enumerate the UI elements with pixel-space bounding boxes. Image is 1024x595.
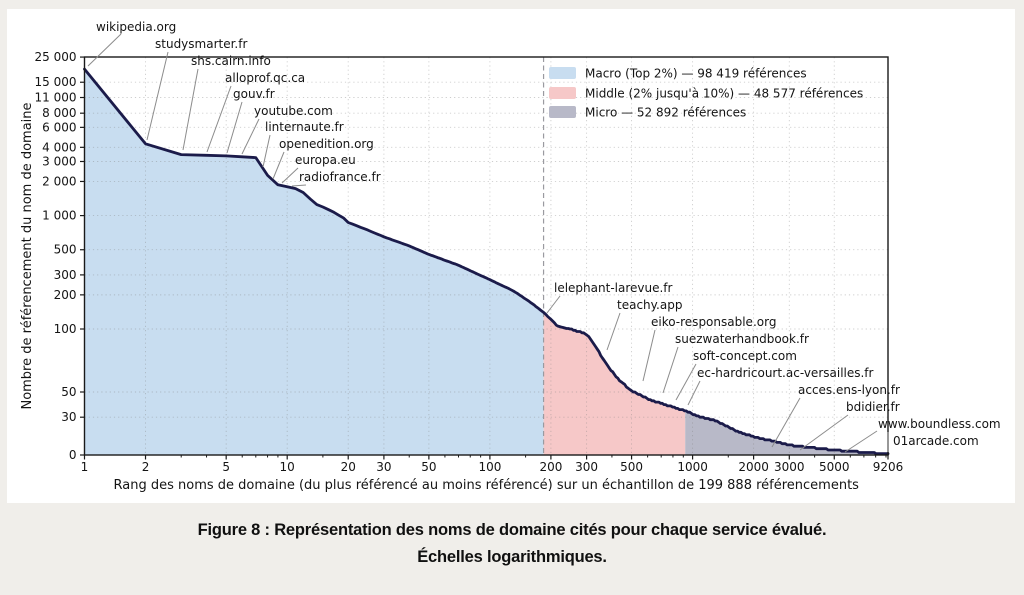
annotation-leader xyxy=(546,295,561,314)
annotation-leader xyxy=(226,101,243,154)
legend-swatch xyxy=(549,67,576,79)
x-tick-label: 500 xyxy=(620,460,643,474)
annotation-leader xyxy=(206,85,232,153)
annotation-label: www.boundless.com xyxy=(878,417,1001,431)
annotation-label: studysmarter.fr xyxy=(155,37,247,51)
annotation-label: youtube.com xyxy=(254,104,333,118)
annotation-label: acces.ens-lyon.fr xyxy=(798,383,900,397)
annotation-label: gouv.fr xyxy=(233,87,275,101)
annotation-leader xyxy=(662,346,679,394)
legend-swatch xyxy=(549,106,576,118)
annotation-label: 01arcade.com xyxy=(893,434,979,448)
y-axis-title: Nombre de référencement du nom de domain… xyxy=(20,102,35,409)
x-tick-label: 1000 xyxy=(677,460,708,474)
annotation-leader xyxy=(262,134,271,168)
annotation-leader xyxy=(182,68,199,151)
legend-label: Middle (2% jusqu'à 10%) — 48 577 référen… xyxy=(585,87,863,101)
x-tick-label: 1 xyxy=(81,460,89,474)
annotation-label: alloprof.qc.ca xyxy=(225,71,305,85)
y-tick-label: 1 000 xyxy=(42,209,76,223)
region-micro xyxy=(685,410,888,455)
legend-swatch xyxy=(549,87,576,99)
annotation-label: shs.cairn.info xyxy=(191,54,271,68)
annotation-label: eiko-responsable.org xyxy=(651,315,776,329)
annotation-leader xyxy=(241,118,260,155)
x-tick-label: 5 xyxy=(222,460,230,474)
y-tick-label: 100 xyxy=(54,322,77,336)
y-tick-label: 200 xyxy=(54,288,77,302)
annotation-leader xyxy=(771,397,801,448)
x-tick-label: 200 xyxy=(539,460,562,474)
x-tick-label: 50 xyxy=(421,460,436,474)
y-tick-label: 30 xyxy=(61,410,76,424)
annotation-label: radiofrance.fr xyxy=(299,170,381,184)
annotation-leader xyxy=(844,430,878,453)
annotation-leader xyxy=(642,329,656,382)
y-tick-label: 4 000 xyxy=(42,140,76,154)
caption-line-2: Échelles logarithmiques. xyxy=(417,548,607,566)
annotation-leader xyxy=(272,151,285,180)
x-tick-label: 2000 xyxy=(738,460,769,474)
y-tick-label: 2 000 xyxy=(42,174,76,188)
y-tick-label: 6 000 xyxy=(42,120,76,134)
y-tick-label: 50 xyxy=(61,385,76,399)
x-tick-label: 100 xyxy=(478,460,501,474)
region-middle xyxy=(543,312,686,455)
annotation-label: teachy.app xyxy=(617,298,682,312)
x-tick-label: 20 xyxy=(341,460,356,474)
y-tick-label: 300 xyxy=(54,268,77,282)
y-tick-label: 15 000 xyxy=(35,75,77,89)
annotation-label: openedition.org xyxy=(279,137,374,151)
annotation-label: bdidier.fr xyxy=(846,400,900,414)
y-tick-label: 0 xyxy=(69,448,77,462)
region-macro xyxy=(84,69,544,455)
x-tick-label: 2 xyxy=(142,460,150,474)
annotation-leader xyxy=(281,167,299,184)
region-fills xyxy=(84,69,888,455)
y-tick-label: 500 xyxy=(54,243,77,257)
caption-line-1: Figure 8 : Représentation des noms de do… xyxy=(197,521,827,539)
annotation-leader xyxy=(146,51,169,141)
x-tick-label: 3000 xyxy=(774,460,805,474)
annotation-leader xyxy=(291,184,307,187)
x-tick-label: 10 xyxy=(280,460,295,474)
annotation-label: soft-concept.com xyxy=(693,349,797,363)
annotation-label: linternaute.fr xyxy=(265,120,344,134)
legend: Macro (Top 2%) — 98 419 références Middle… xyxy=(549,67,863,120)
figure-caption: Figure 8 : Représentation des noms de do… xyxy=(0,517,1024,571)
annotation-leader xyxy=(687,380,701,406)
annotation-label: europa.eu xyxy=(295,153,356,167)
x-tick-label: 5000 xyxy=(819,460,850,474)
x-axis: 1 2 5 10 20 30 50 100 200 300 500 1000 2000 3000 5000 9… xyxy=(81,455,904,474)
y-tick-label: 3 000 xyxy=(42,154,76,168)
rank-curve xyxy=(83,67,890,456)
x-axis-title: Rang des noms de domaine (du plus référe… xyxy=(114,478,860,493)
annotation-leader xyxy=(675,363,697,401)
y-tick-label: 8 000 xyxy=(42,106,76,120)
annotations: wikipedia.org studysmarter.fr shs.cairn.in… xyxy=(87,20,1001,453)
x-tick-label: 30 xyxy=(376,460,391,474)
legend-label: Macro (Top 2%) — 98 419 références xyxy=(585,67,807,81)
annotation-label: lelephant-larevue.fr xyxy=(554,281,673,295)
legend-label: Micro — 52 892 références xyxy=(585,106,746,120)
annotation-label: suezwaterhandbook.fr xyxy=(675,332,809,346)
chart-canvas: 1 2 5 10 20 30 50 100 200 300 500 1000 2000 3000 5000 9… xyxy=(20,20,1001,493)
annotation-label: wikipedia.org xyxy=(96,20,176,34)
annotation-leader xyxy=(87,33,122,67)
plot-frame xyxy=(83,56,889,456)
annotation-leader xyxy=(799,414,849,451)
annotation-leader xyxy=(606,312,621,351)
annotation-label: ec-hardricourt.ac-versailles.fr xyxy=(697,366,874,380)
y-tick-label: 11 000 xyxy=(35,91,77,105)
x-tick-label: 300 xyxy=(575,460,598,474)
x-tick-label: 9206 xyxy=(873,460,904,474)
y-tick-label: 25 000 xyxy=(35,50,77,64)
